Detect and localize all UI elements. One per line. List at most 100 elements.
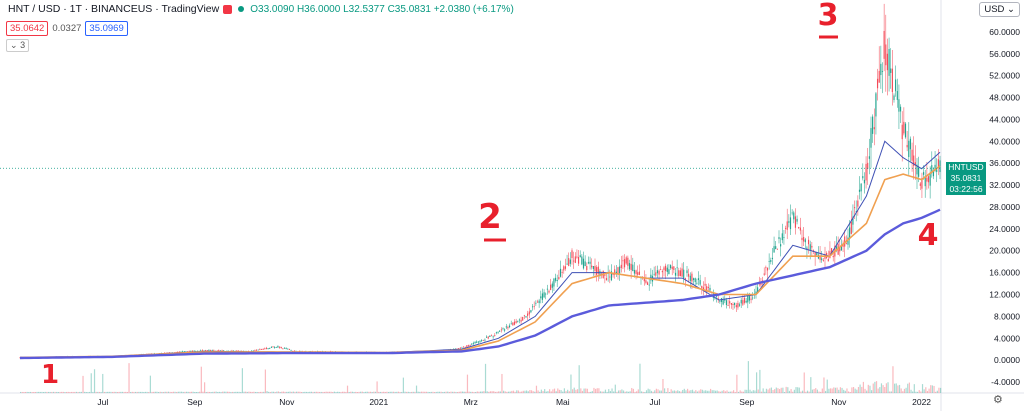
candle-body <box>771 257 774 260</box>
price-tag-price: 35.0831 <box>950 173 982 184</box>
volume-bar <box>871 390 873 393</box>
volume-bar <box>271 391 273 393</box>
candle-body <box>780 244 782 247</box>
volume-bar <box>24 391 27 393</box>
candle-body <box>835 246 838 249</box>
candle-body <box>200 350 202 352</box>
volume-bar <box>20 391 22 393</box>
volume-bar <box>379 391 381 393</box>
volume-bar <box>458 391 460 393</box>
volume-bar <box>97 391 99 393</box>
volume-bar <box>627 391 630 393</box>
volume-bar <box>654 390 656 393</box>
candle-body <box>510 323 512 325</box>
volume-bar <box>499 391 501 393</box>
currency-label: USD <box>984 4 1005 15</box>
volume-bar <box>788 390 791 393</box>
indicator-toggle[interactable]: ⌄ 3 <box>6 39 30 52</box>
volume-bar <box>89 391 91 393</box>
volume-bar <box>895 383 897 393</box>
candle-body <box>660 269 662 270</box>
x-tick-label: 2021 <box>369 397 388 407</box>
volume-bar <box>931 385 933 393</box>
x-tick-label: Mrz <box>464 397 478 407</box>
volume-bar <box>527 391 529 393</box>
volume-bar <box>26 391 28 393</box>
volume-bar <box>509 391 511 393</box>
candle-body <box>750 298 752 300</box>
market-open-icon <box>238 6 245 12</box>
candle-body <box>885 44 887 66</box>
candle-body <box>804 239 806 243</box>
volume-bar <box>866 390 868 393</box>
volume-bar <box>61 391 63 393</box>
candle-body <box>628 263 631 270</box>
volume-bar <box>905 387 907 393</box>
volume-bar <box>698 390 700 393</box>
volume-bar <box>716 390 718 393</box>
volume-bar <box>483 391 485 393</box>
candle-body <box>765 267 767 269</box>
candle-body <box>704 283 706 286</box>
volume-bar <box>882 385 884 393</box>
candle-body <box>906 144 908 148</box>
volume-bar <box>859 384 861 393</box>
volume-bar <box>581 390 584 393</box>
volume-bar <box>51 391 53 393</box>
candle-body <box>551 283 553 288</box>
volume-bar <box>448 391 450 393</box>
volume-bar <box>276 391 278 393</box>
volume-bar <box>649 389 651 393</box>
volume-bar <box>361 391 363 393</box>
candle-body <box>719 300 721 302</box>
volume-bar <box>39 391 41 393</box>
candle-body <box>770 260 772 262</box>
volume-bar <box>468 391 470 393</box>
candle-body <box>872 116 874 134</box>
candle-body <box>558 277 560 280</box>
buy-price-badge[interactable]: 35.0969 <box>85 21 128 36</box>
volume-bar <box>440 391 442 393</box>
volume-bar <box>259 391 262 393</box>
volume-bar <box>197 391 199 393</box>
volume-bar <box>746 389 748 393</box>
volume-bar <box>862 381 864 393</box>
alert-icon[interactable] <box>223 4 233 14</box>
candle-body <box>280 346 282 349</box>
volume-bar <box>930 385 932 393</box>
volume-bar <box>75 391 78 393</box>
candle-body <box>678 270 680 276</box>
candle-body <box>262 349 264 350</box>
volume-bar <box>108 391 110 393</box>
gear-icon[interactable]: ⚙ <box>993 394 1003 406</box>
candle-body <box>518 319 521 321</box>
candle-body <box>467 345 470 347</box>
volume-bar <box>453 391 455 393</box>
volume-bar <box>192 391 194 393</box>
candle-body <box>633 269 636 274</box>
volume-bar <box>251 391 253 393</box>
volume-bar <box>394 391 396 393</box>
volume-bar <box>199 391 201 393</box>
volume-bar <box>793 389 795 393</box>
candle-body <box>260 348 263 350</box>
volume-bar <box>841 387 843 393</box>
candle-body <box>499 330 501 332</box>
sell-price-badge[interactable]: 35.0642 <box>6 21 49 36</box>
currency-select[interactable]: USD ⌄ <box>979 2 1020 17</box>
candle-body <box>875 93 877 117</box>
volume-bar <box>220 391 222 393</box>
candle-body <box>252 350 254 352</box>
volume-bar <box>756 372 758 393</box>
candle-body <box>476 341 478 343</box>
volume-bar <box>767 389 769 393</box>
volume-bar <box>522 390 524 393</box>
candle-body <box>870 128 872 148</box>
volume-bar <box>917 391 919 393</box>
volume-bar <box>811 389 814 393</box>
volume-bar <box>261 391 263 393</box>
symbol-title[interactable]: HNT / USD · 1T · BINANCEUS · TradingView <box>8 3 220 15</box>
volume-bar <box>737 391 740 393</box>
volume-bar <box>619 390 621 393</box>
